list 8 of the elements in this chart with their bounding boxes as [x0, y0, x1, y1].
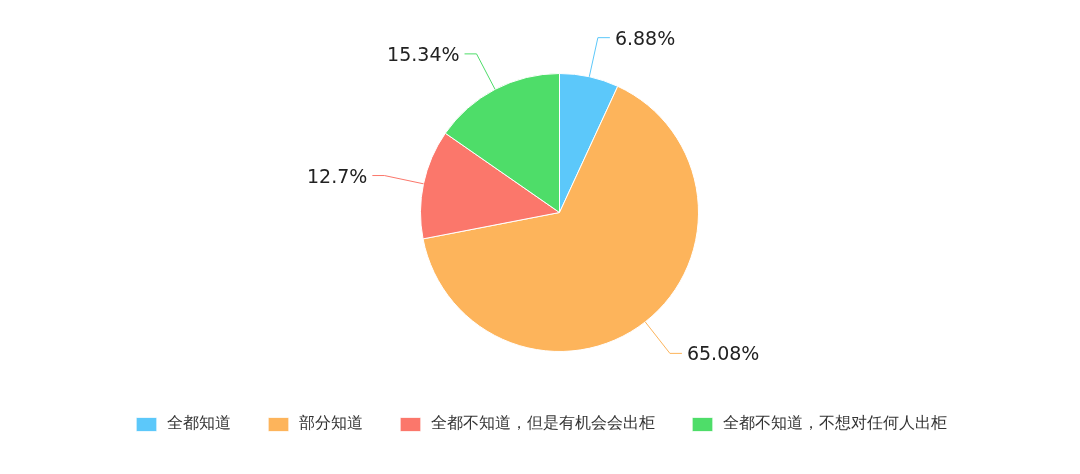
legend-label: 全都不知道，不想对任何人出柜: [723, 413, 947, 434]
data-label: 15.34%: [387, 42, 460, 65]
data-label: 65.08%: [686, 342, 760, 365]
data-label: 12.7%: [307, 164, 368, 187]
legend-label: 部分知道: [299, 413, 363, 434]
legend-label: 全都知道: [167, 413, 231, 434]
legend-label: 全都不知道，但是有机会会出柜: [431, 413, 655, 434]
data-label: 6.88%: [614, 26, 676, 49]
